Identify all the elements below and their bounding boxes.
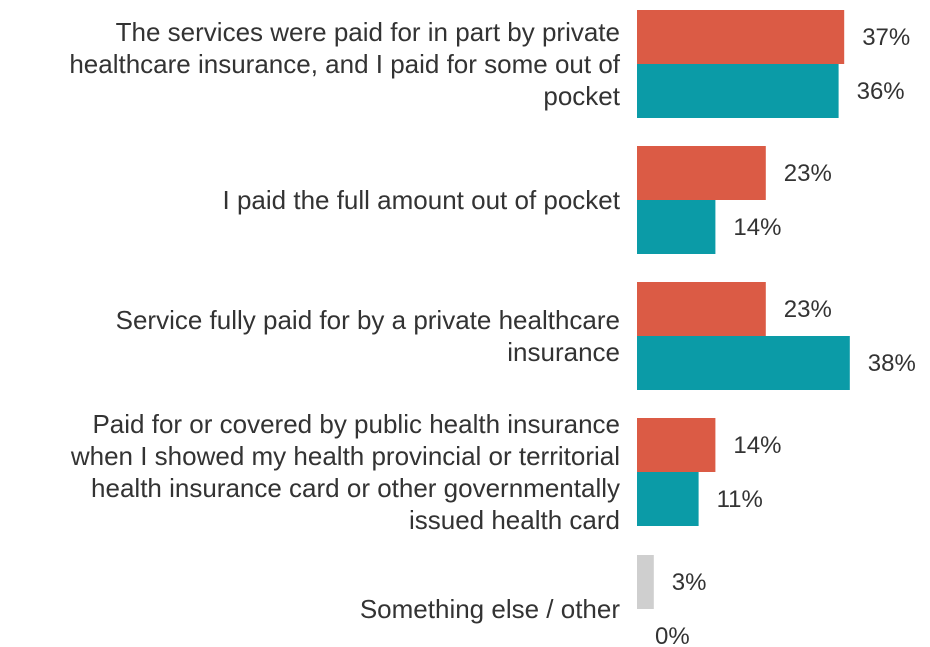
value-label: 11%	[717, 486, 763, 513]
bar	[637, 200, 716, 254]
value-label: 14%	[733, 214, 781, 241]
bar-group: I paid the full amount out of pocket 23%1…	[223, 146, 832, 254]
bar	[637, 336, 850, 390]
value-label: 38%	[868, 350, 916, 377]
category-label-line: insurance	[507, 337, 620, 367]
category-label-line: The services were paid for in part by pr…	[116, 17, 620, 47]
category-label-line: when I showed my health provincial or te…	[70, 441, 620, 471]
category-label-line: healthcare insurance, and I paid for som…	[69, 49, 620, 79]
value-label: 14%	[733, 432, 781, 459]
category-label-line: health insurance card or other governmen…	[91, 473, 620, 503]
category-label: Something else / other	[360, 594, 620, 624]
value-label: 0%	[655, 623, 690, 647]
value-label: 23%	[784, 160, 832, 187]
category-label-line: Paid for or covered by public health ins…	[92, 409, 620, 439]
category-label: The services were paid for in part by pr…	[69, 17, 620, 111]
category-label-line: Something else / other	[360, 594, 620, 624]
value-label: 23%	[784, 296, 832, 323]
category-label: Paid for or covered by public health ins…	[70, 409, 620, 535]
category-label: I paid the full amount out of pocket	[223, 185, 621, 215]
bar	[637, 418, 716, 472]
category-label-line: Service fully paid for by a private heal…	[116, 305, 620, 335]
value-label: 36%	[857, 78, 905, 105]
bar-group: Paid for or covered by public health ins…	[70, 409, 782, 535]
bar	[637, 472, 699, 526]
category-label-line: I paid the full amount out of pocket	[223, 185, 621, 215]
bar-group: The services were paid for in part by pr…	[69, 10, 910, 118]
bar	[637, 146, 766, 200]
category-label: Service fully paid for by a private heal…	[116, 305, 620, 367]
bar	[637, 282, 766, 336]
bar-group: Service fully paid for by a private heal…	[116, 282, 916, 390]
bar	[637, 10, 845, 64]
value-label: 3%	[672, 569, 707, 596]
bar-group: Something else / other 3% 0%	[360, 555, 707, 647]
category-label-line: issued health card	[409, 505, 620, 535]
value-label: 37%	[862, 24, 910, 51]
category-label-line: pocket	[543, 81, 620, 111]
bar	[637, 555, 654, 609]
bar	[637, 64, 839, 118]
